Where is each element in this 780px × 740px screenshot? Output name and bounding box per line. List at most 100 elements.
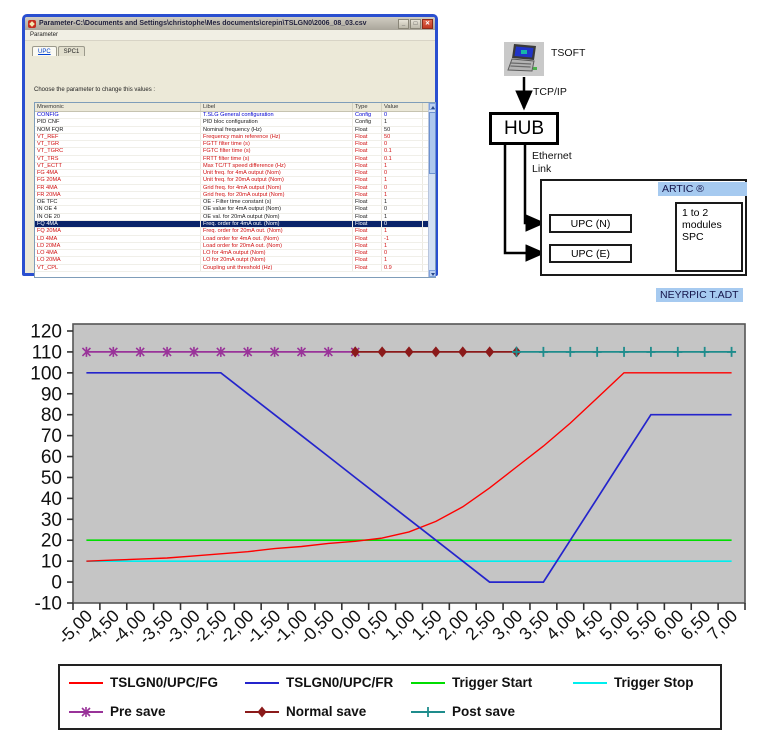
- legend-swatch: [573, 681, 607, 684]
- tab-upc[interactable]: UPC: [32, 46, 57, 56]
- marker-star: [216, 346, 226, 357]
- y-tick-label: 10: [41, 552, 62, 573]
- minimize-button[interactable]: _: [398, 18, 409, 29]
- table-row[interactable]: PID CNF PID bloc configuration Config 1: [35, 119, 435, 127]
- cell-value: 0: [382, 141, 423, 148]
- legend-label: Normal save: [286, 704, 367, 719]
- cell-type: Float: [353, 141, 382, 148]
- table-row[interactable]: LO 4MA LO for 4mA output (Nom) Float 0: [35, 250, 435, 258]
- title-bar[interactable]: Parameter-C:\Documents and Settings\chri…: [25, 17, 435, 30]
- y-tick-label: 110: [32, 342, 62, 363]
- table-row[interactable]: LD 20MA Load order for 20mA out. (Nom) Flo…: [35, 242, 435, 251]
- marker-star: [81, 346, 92, 357]
- marker-plus: [565, 346, 575, 357]
- cell-value: 1: [382, 191, 423, 199]
- cell-libel: LO for 4mA output (Nom): [201, 250, 353, 257]
- table-row[interactable]: FQ 20MA Freq. order for 20mA out. (Nom) Fl…: [35, 228, 435, 236]
- parameter-table: Mnemonic Libel Type Value CONFIG T.SLG Ge…: [34, 102, 436, 278]
- marker-diamond: [485, 346, 495, 358]
- legend-label: Trigger Stop: [614, 675, 694, 690]
- upc-n-box: UPC (N): [549, 214, 632, 233]
- cell-mnemonic: OE TFC: [35, 199, 201, 206]
- legend-swatch: [69, 681, 103, 684]
- scroll-up-icon[interactable]: [429, 103, 436, 110]
- table-row[interactable]: NOM FQR Nominal frequency (Hz) Float 50: [35, 126, 435, 134]
- cell-libel: OE val. for 20mA output (Nom): [201, 213, 353, 220]
- scroll-down-icon[interactable]: [429, 270, 436, 277]
- table-row[interactable]: FR 20MA Grid freq. for 20mA output (Nom) F…: [35, 191, 435, 200]
- table-row[interactable]: VT_TGRC FGTC filter time (s) Float 0.1: [35, 148, 435, 156]
- spc-box: 1 to 2 modules SPC: [675, 202, 743, 272]
- chart-legend: TSLGN0/UPC/FG TSLGN0/UPC/FR Trigger Start T…: [58, 664, 722, 730]
- hub-box: HUB: [489, 112, 559, 145]
- y-tick-label: 40: [41, 489, 62, 510]
- cell-type: Float: [353, 177, 382, 184]
- cell-type: Config: [353, 119, 382, 126]
- dialog-client-area: UPC SPC1 Choose the parameter to change …: [25, 41, 436, 278]
- cell-value: 0: [382, 170, 423, 177]
- cell-mnemonic: FQ 20MA: [35, 228, 201, 235]
- line-chart: 1201101009080706050403020100-10-5,00-4,5…: [30, 322, 746, 648]
- cell-mnemonic: VT_TGR: [35, 141, 201, 148]
- table-row[interactable]: VT_TRS FRTT filter time (s) Float 0.1: [35, 155, 435, 163]
- marker-star: [296, 346, 307, 357]
- table-row[interactable]: FG 4MA Unit freq. for 4mA output (Nom) Flo…: [35, 170, 435, 178]
- table-row[interactable]: IN OE 4 OE value for 4mA output (Nom) Floa…: [35, 206, 435, 214]
- cell-type: Float: [353, 250, 382, 257]
- cell-mnemonic: FR 4MA: [35, 184, 201, 191]
- table-row[interactable]: LD 4MA Load order for 4mA out. (Nom) Float…: [35, 235, 435, 243]
- y-tick-label: 50: [41, 468, 62, 489]
- series-line: [86, 372, 732, 562]
- marker-diamond: [377, 346, 387, 358]
- table-row[interactable]: FG 20MA Unit freq. for 20mA output (Nom) F…: [35, 177, 435, 185]
- tcpip-label: TCP/IP: [533, 86, 567, 98]
- col-header-mnemonic[interactable]: Mnemonic: [35, 103, 201, 111]
- cell-value: 50: [382, 126, 423, 133]
- table-row[interactable]: FR 4MA Grid freq. for 4mA output (Nom) Flo…: [35, 184, 435, 192]
- tab-spc1[interactable]: SPC1: [57, 46, 86, 56]
- table-row[interactable]: CONFIG T.SLG General configuration Config 0: [35, 112, 435, 120]
- cell-mnemonic: FR 20MA: [35, 191, 201, 199]
- cell-libel: Nominal frequency (Hz): [201, 126, 353, 133]
- table-row[interactable]: OE TFC OE - Filter time constant (s) Float…: [35, 199, 435, 207]
- y-tick-label: 120: [30, 322, 62, 343]
- table-row[interactable]: VT_ECTT Max TC/TT speed difference (Hz) Fl…: [35, 162, 435, 171]
- marker-diamond: [350, 346, 360, 358]
- y-tick-label: 100: [30, 363, 62, 384]
- menu-item-parameter[interactable]: Parameter: [30, 32, 59, 38]
- artic-tag: ARTIC ®: [658, 182, 747, 196]
- y-tick-label: 90: [41, 384, 62, 405]
- cell-type: Float: [353, 206, 382, 213]
- marker-plus: [646, 346, 656, 357]
- col-header-type[interactable]: Type: [353, 103, 382, 111]
- series-normal-save: [350, 346, 522, 358]
- cell-libel: PID bloc configuration: [201, 119, 353, 126]
- marker-diamond: [257, 706, 267, 717]
- cell-mnemonic: IN OE 20: [35, 213, 201, 220]
- table-row[interactable]: VT_REF Frequency main reference (Hz) Float…: [35, 133, 435, 142]
- neyrpic-tag: NEYRPIC T.ADT: [656, 288, 743, 302]
- cell-value: 1: [382, 162, 423, 170]
- y-tick-label: 20: [41, 531, 62, 552]
- window-title: Parameter-C:\Documents and Settings\chri…: [39, 20, 367, 27]
- marker-plus: [423, 706, 433, 717]
- scrollbar-thumb[interactable]: [429, 112, 436, 174]
- table-header: Mnemonic Libel Type Value: [35, 103, 435, 112]
- table-row[interactable]: LO 20MA LO for 20mA outpt (Nom) Float 1: [35, 257, 435, 265]
- marker-plus: [619, 346, 629, 357]
- col-header-libel[interactable]: Libel: [201, 103, 353, 111]
- table-row[interactable]: VT_CPL Coupling unit threshold (Hz) Float 0…: [35, 264, 435, 272]
- cell-libel: Grid freq. for 4mA output (Nom): [201, 184, 353, 191]
- cell-libel: LO for 20mA outpt (Nom): [201, 257, 353, 264]
- table-row[interactable]: IN OE 20 OE val. for 20mA output (Nom) Flo…: [35, 213, 435, 221]
- legend-item: Trigger Start: [410, 672, 572, 694]
- table-row[interactable]: VT_TGR FGTT filter time (s) Float 0: [35, 141, 435, 149]
- table-row[interactable]: FQ 4MA Freq. order for 4mA out. (Nom) Floa…: [35, 220, 435, 229]
- col-header-value[interactable]: Value: [382, 103, 423, 111]
- maximize-button[interactable]: □: [410, 18, 421, 29]
- marker-star: [81, 706, 91, 717]
- cell-libel: Freq. order for 4mA out. (Nom): [201, 220, 353, 228]
- cell-value: 0: [382, 184, 423, 191]
- close-button[interactable]: ✕: [422, 18, 433, 29]
- vertical-scrollbar[interactable]: [428, 103, 436, 277]
